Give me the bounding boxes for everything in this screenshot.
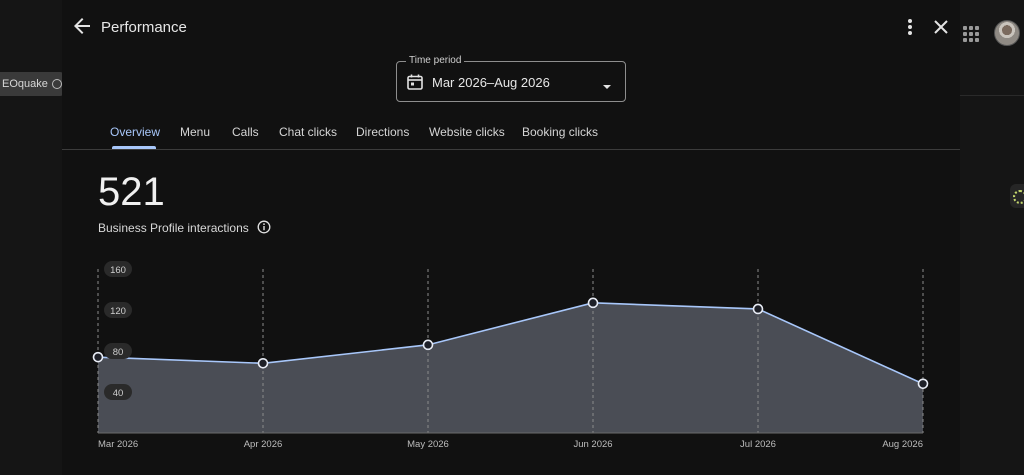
arrow-back-icon[interactable]	[70, 14, 94, 38]
tab-booking-clicks[interactable]: Booking clicks	[522, 125, 599, 139]
y-tick-bg	[104, 343, 132, 359]
x-tick-label: May 2026	[407, 439, 449, 450]
data-point	[257, 358, 269, 369]
apps-grid-icon[interactable]	[963, 26, 979, 42]
tab-overview[interactable]: Overview	[110, 125, 161, 139]
close-icon[interactable]	[930, 16, 952, 38]
background-page-right	[960, 0, 1024, 475]
data-point	[917, 378, 929, 390]
chart-area	[98, 302, 923, 433]
y-tick-bg	[104, 384, 132, 400]
y-tick-bg	[104, 261, 132, 277]
x-tick-label: Apr 2026	[244, 439, 283, 450]
time-period-select[interactable]: Time period Mar 2026–Aug 2026	[396, 55, 626, 102]
data-point	[752, 303, 764, 315]
data-point	[587, 297, 599, 309]
divider	[960, 95, 1024, 96]
tab-website-clicks[interactable]: Website clicks	[429, 125, 505, 139]
tab-chat-clicks[interactable]: Chat clicks	[279, 125, 338, 139]
info-icon[interactable]	[257, 220, 271, 234]
interactions-total: 521	[98, 170, 165, 214]
performance-dialog: Performance Time period Mar 2026–Aug 202…	[62, 0, 960, 475]
y-tick-label: 80	[113, 347, 124, 358]
page-title: Performance	[101, 19, 187, 36]
tab-menu[interactable]: Menu	[180, 125, 211, 139]
extension-toggle[interactable]: EOquake	[0, 72, 64, 96]
dialog-header: Performance	[62, 0, 960, 56]
time-period-label: Time period	[406, 55, 465, 66]
avatar[interactable]	[994, 20, 1020, 46]
y-tick-label: 160	[110, 265, 126, 276]
chart-series-line	[97, 302, 924, 385]
y-tick-bg	[104, 302, 132, 318]
tab-directions[interactable]: Directions	[356, 125, 410, 139]
x-tick-label: Jun 2026	[573, 439, 612, 450]
tab-bar: Overview Menu Calls Chat clicks Directio…	[62, 118, 960, 150]
interactions-chart: 160 120 80 40 Mar 2026 Apr 2026 May 2026 Jun 20…	[92, 261, 929, 450]
y-tick-label: 120	[110, 306, 126, 317]
extension-label: EOquake	[2, 78, 48, 90]
tab-calls[interactable]: Calls	[232, 125, 259, 139]
data-point	[422, 339, 434, 351]
time-period-value: Mar 2026–Aug 2026	[432, 75, 550, 90]
dropdown-arrow-icon	[602, 78, 612, 89]
more-vert-icon[interactable]	[902, 16, 918, 38]
x-tick-label: Mar 2026	[98, 439, 138, 450]
x-tick-label: Aug 2026	[882, 439, 923, 450]
active-tab-indicator	[112, 146, 156, 149]
loading-spinner-icon	[1010, 184, 1024, 208]
x-tick-label: Jul 2026	[740, 439, 776, 450]
interactions-label: Business Profile interactions	[98, 221, 249, 235]
y-tick-label: 40	[113, 388, 124, 399]
calendar-icon	[406, 73, 424, 91]
toggle-icon	[51, 79, 62, 89]
data-point	[92, 351, 104, 363]
